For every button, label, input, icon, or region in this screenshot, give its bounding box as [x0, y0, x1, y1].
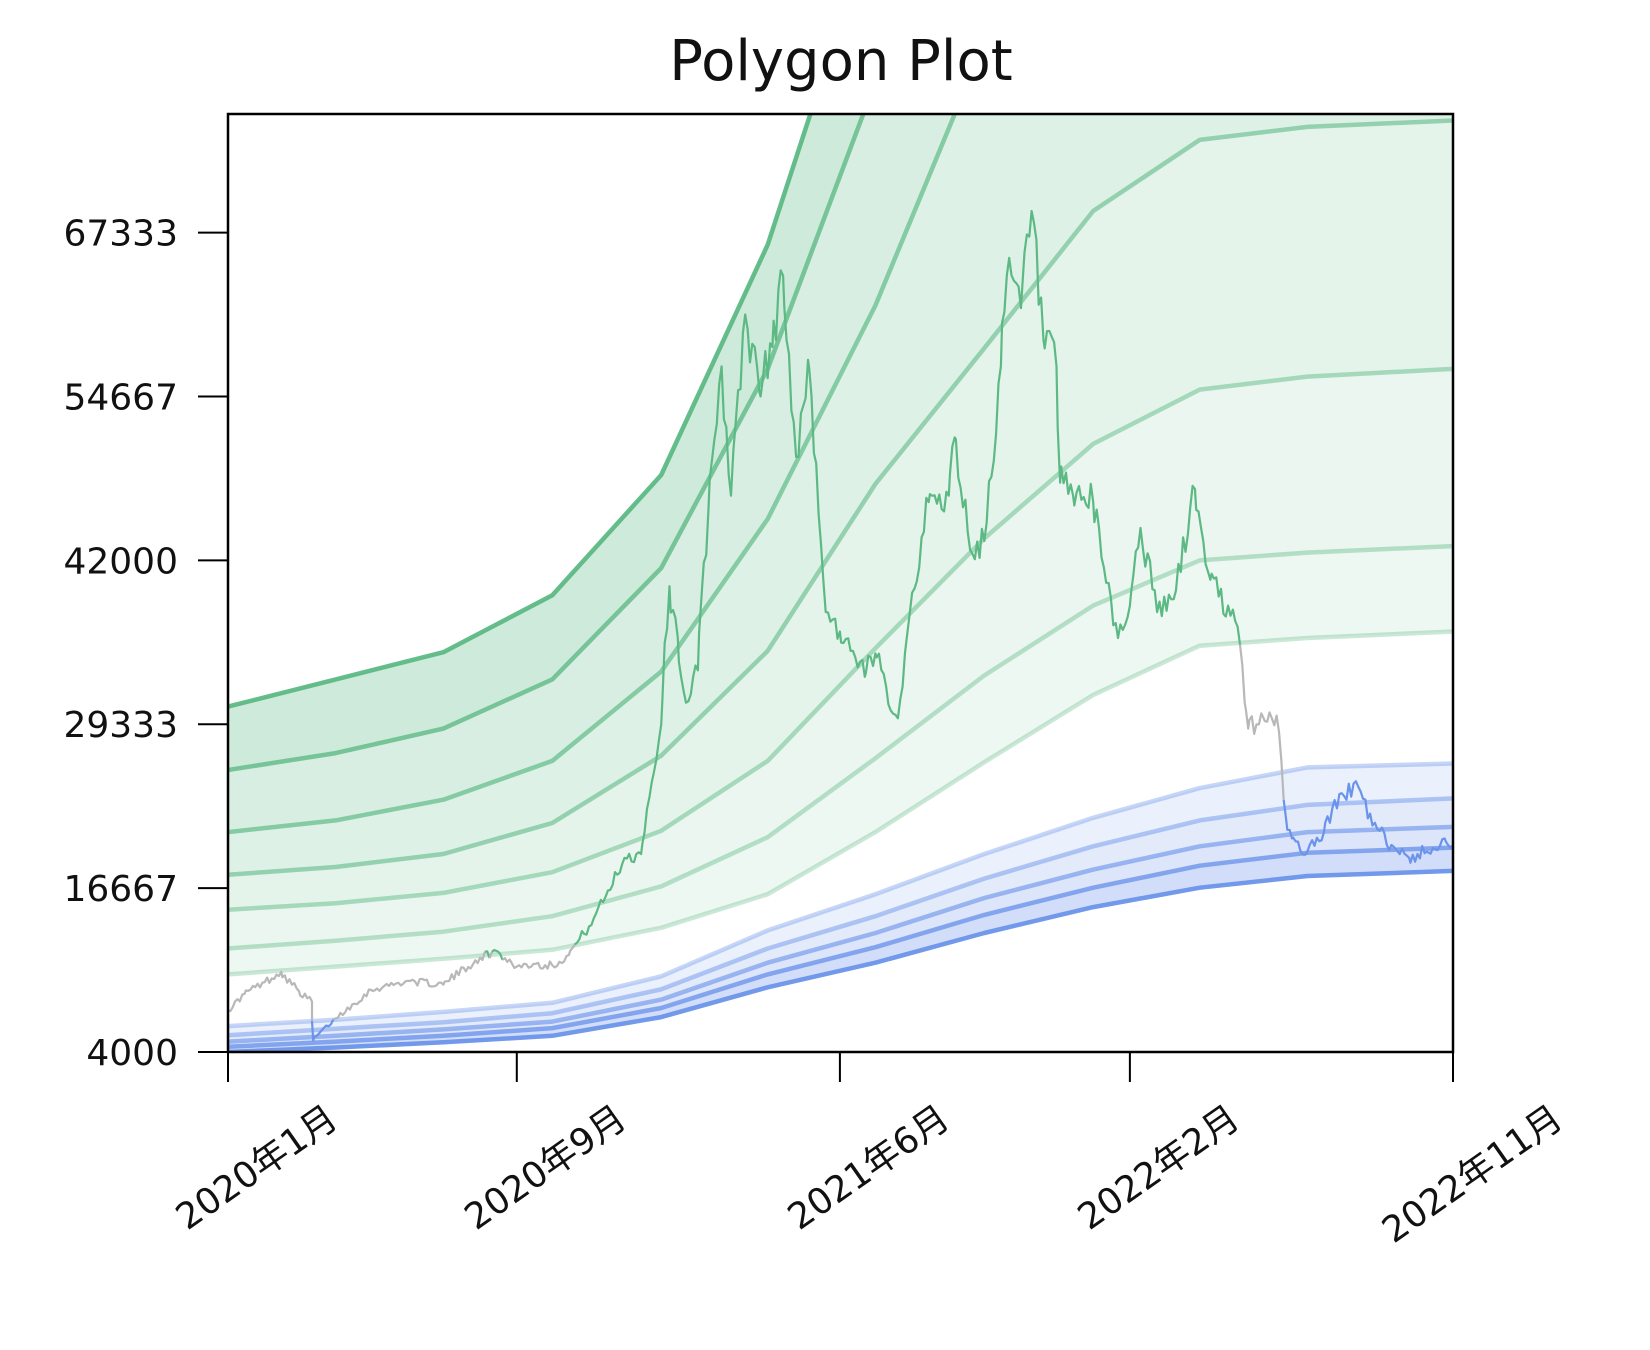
price-segment-9 — [1282, 780, 1453, 864]
green-band-fill-4 — [228, 114, 1453, 875]
price-segment-0 — [228, 970, 314, 1022]
x-tick-label: 2020年9月 — [458, 1098, 634, 1239]
price-line — [228, 209, 1453, 1042]
y-tick-label: 16667 — [63, 869, 178, 910]
green-band-line-2 — [228, 543, 1453, 951]
x-tick-label: 2022年11月 — [1375, 1098, 1570, 1252]
blue-band-fill-2 — [228, 826, 1453, 1047]
price-segment-3 — [484, 950, 491, 959]
green-band-fill-1 — [228, 546, 1453, 975]
blue-band-line-5 — [228, 761, 1453, 1029]
y-tick-label: 29333 — [63, 705, 178, 746]
blue-band-line-4 — [228, 796, 1453, 1038]
green-band-layer — [228, 114, 1453, 977]
plot-area — [228, 114, 1453, 1052]
blue-band-fill-4 — [228, 763, 1453, 1036]
blue-band-line-1 — [228, 868, 1453, 1052]
blue-band-line-2 — [228, 845, 1453, 1050]
green-band-line-1 — [228, 629, 1453, 977]
green-band-line-5 — [228, 114, 958, 835]
green-band-line-6 — [228, 114, 866, 773]
x-tick-label: 2022年2月 — [1071, 1098, 1247, 1239]
y-tick-label: 42000 — [63, 541, 178, 582]
y-tick-label: 4000 — [86, 1033, 178, 1074]
y-tick-label: 54667 — [63, 377, 178, 418]
green-band-fill-3 — [228, 120, 1453, 910]
y-axis: 4000 16667 29333 42000 54667 67333 — [63, 214, 228, 1074]
chart-title: Polygon Plot — [669, 29, 1012, 94]
x-tick-label: 2021年6月 — [781, 1098, 957, 1239]
price-segment-4 — [488, 951, 493, 959]
price-segment-2 — [332, 951, 486, 1021]
green-band-fill-2 — [228, 368, 1453, 949]
green-band-line-3 — [228, 366, 1453, 912]
y-tick-label: 67333 — [63, 214, 178, 255]
price-segment-6 — [501, 943, 576, 970]
price-segment-7 — [574, 209, 1242, 946]
green-band-line-7 — [228, 114, 813, 709]
price-segment-1 — [310, 1019, 335, 1042]
x-tick-label: 2020年1月 — [169, 1098, 345, 1239]
green-band-fill-6 — [228, 114, 864, 770]
x-axis: 2020年1月 2020年9月 2021年6月 2022年2月 2022年11月 — [169, 1052, 1570, 1252]
price-segment-8 — [1238, 644, 1285, 801]
price-segment-5 — [491, 948, 504, 961]
blue-band-line-3 — [228, 824, 1453, 1044]
blue-band-fill-1 — [228, 847, 1453, 1052]
